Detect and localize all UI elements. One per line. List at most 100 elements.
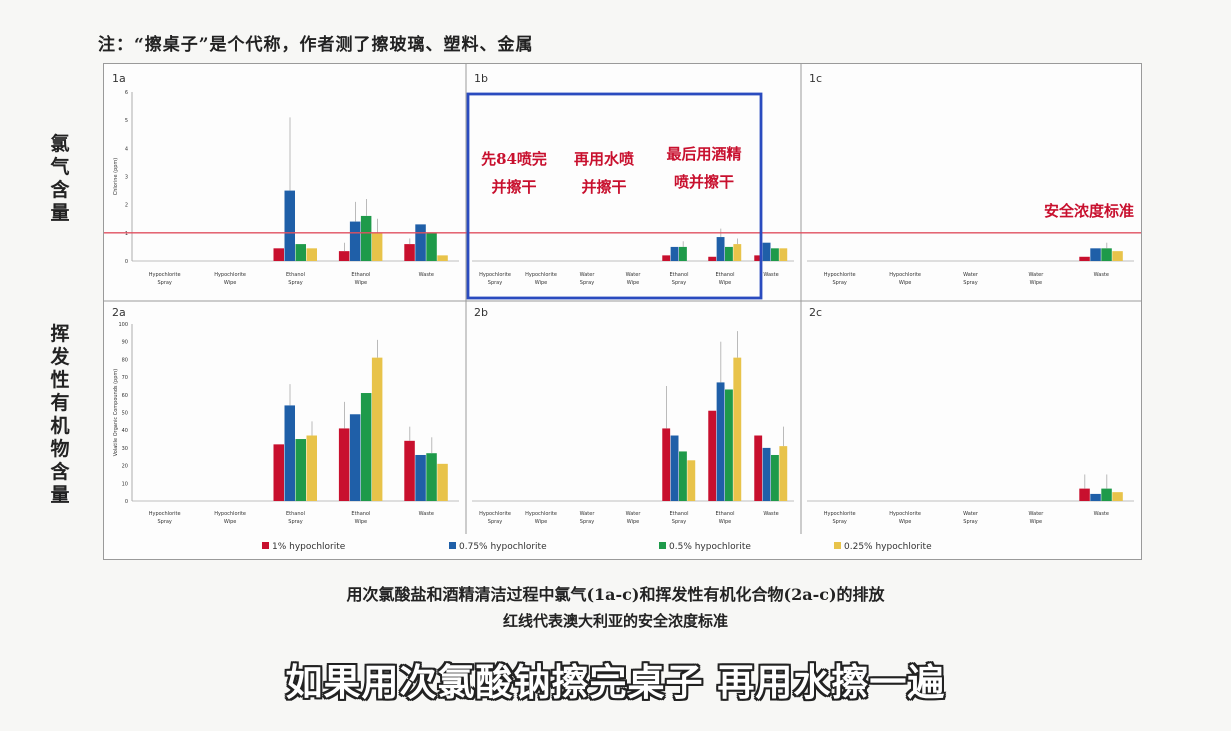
bar-1b-1 [662, 255, 671, 261]
y-tick-label: 20 [122, 464, 128, 470]
category-label: Ethanol [351, 272, 370, 278]
category-label: Water [580, 511, 596, 517]
y-tick-label: 1 [125, 231, 128, 237]
y-tick-label: 70 [122, 375, 128, 381]
bar-2a-4 [437, 463, 448, 501]
y-tick-label: 80 [122, 357, 128, 363]
bar-1b-2 [762, 242, 771, 261]
category-label: Waste [763, 511, 778, 517]
bar-2a-4 [371, 357, 383, 501]
category-label: Hypochlorite [479, 272, 511, 278]
category-label: Ethanol [286, 272, 305, 278]
category-label: Ethanol [716, 272, 735, 278]
category-label: Spray [672, 280, 686, 286]
annotation-step3: 最后用酒精 [666, 145, 741, 163]
bar-1c-2 [1090, 248, 1101, 261]
category-label: Waste [419, 511, 434, 517]
bar-1b-3 [725, 246, 733, 261]
category-label: Spray [963, 280, 977, 286]
legend-label: 0.75% hypochlorite [459, 542, 547, 552]
category-label: Hypochlorite [889, 272, 921, 278]
bar-1a-1 [338, 251, 350, 261]
category-label: Wipe [224, 280, 236, 286]
bar-1a-2 [284, 190, 295, 261]
annotation-step1: 先84喷完 [481, 150, 547, 168]
category-label: Waste [763, 272, 778, 278]
annotation-step2: 并擦干 [581, 178, 626, 196]
category-label: Hypochlorite [525, 272, 557, 278]
bar-1a-1 [404, 244, 415, 261]
bar-2b-3 [771, 454, 779, 501]
bar-1b-4 [779, 248, 788, 261]
bar-1a-1 [273, 248, 284, 261]
y-tick-label: 40 [122, 428, 128, 434]
bar-1a-2 [349, 221, 361, 261]
y-tick-label: 30 [122, 446, 128, 452]
category-label: Hypochlorite [824, 272, 856, 278]
panel-label-1c: 1c [809, 72, 822, 85]
bar-2b-2 [716, 382, 725, 501]
y-tick-label: 0 [125, 259, 128, 265]
bar-1b-4 [733, 244, 742, 261]
y-tick-label: 60 [122, 393, 128, 399]
legend-swatch [262, 542, 269, 549]
bar-1a-4 [437, 255, 448, 261]
bar-2b-3 [679, 451, 687, 501]
category-label: Wipe [355, 519, 367, 525]
bar-1b-1 [754, 255, 763, 261]
y-tick-label: 0 [125, 499, 128, 505]
y-tick-label: 6 [125, 90, 128, 96]
panel-label-2b: 2b [474, 306, 488, 319]
category-label: Wipe [1030, 519, 1042, 525]
video-subtitle: 如果用次氯酸钠擦完桌子 再用水擦一遍 [285, 661, 946, 704]
category-label: Spray [157, 519, 171, 525]
category-label: Hypochlorite [479, 511, 511, 517]
bar-2b-2 [670, 435, 679, 501]
category-label: Hypochlorite [214, 272, 246, 278]
panel-label-2c: 2c [809, 306, 822, 319]
category-label: Wipe [627, 519, 639, 525]
category-label: Water [1029, 511, 1045, 517]
bar-2a-1 [338, 428, 350, 501]
y-tick-label: 10 [122, 481, 128, 487]
panel-label-2a: 2a [112, 306, 126, 319]
category-label: Wipe [224, 519, 236, 525]
category-label: Wipe [1030, 280, 1042, 286]
y-tick-label: 90 [122, 340, 128, 346]
bar-1a-3 [295, 244, 306, 261]
bar-1c-4 [1112, 251, 1123, 261]
note-text: 注：“擦桌子”是个代称，作者测了擦玻璃、塑料、金属 [98, 35, 534, 55]
bar-2c-1 [1079, 488, 1090, 501]
bar-2a-1 [404, 440, 415, 501]
bar-1a-3 [426, 232, 437, 261]
category-label: Wipe [899, 519, 911, 525]
category-label: Water [626, 272, 642, 278]
bar-1a-3 [360, 215, 372, 261]
category-label: Water [1029, 272, 1045, 278]
bar-2a-2 [284, 405, 295, 501]
category-label: Waste [1094, 272, 1109, 278]
figure-frame: 1a 0 1 2 3 4 5 6 Chlorine (ppm) Hypochlorite Spray… [103, 63, 1142, 560]
category-label: Wipe [719, 280, 731, 286]
bar-2b-3 [725, 389, 733, 501]
row-label-chlorine: 氯气含量 [50, 133, 70, 224]
legend-label: 1% hypochlorite [272, 542, 346, 552]
category-label: Spray [672, 519, 686, 525]
bar-1b-2 [670, 246, 679, 261]
category-label: Spray [963, 519, 977, 525]
category-label: Hypochlorite [149, 272, 181, 278]
category-label: Spray [488, 280, 502, 286]
category-label: Ethanol [351, 511, 370, 517]
category-label: Water [963, 511, 979, 517]
bar-2a-3 [295, 439, 306, 501]
y-axis-label: Chlorine (ppm) [113, 158, 119, 196]
bar-2a-1 [273, 444, 284, 501]
bar-1b-3 [771, 248, 779, 261]
y-tick-label: 4 [125, 146, 128, 152]
category-label: Waste [419, 272, 434, 278]
bar-1a-4 [306, 248, 317, 261]
bar-1b-1 [708, 256, 717, 261]
legend-label: 0.5% hypochlorite [669, 542, 751, 552]
y-tick-label: 3 [125, 175, 128, 181]
category-label: Spray [157, 280, 171, 286]
